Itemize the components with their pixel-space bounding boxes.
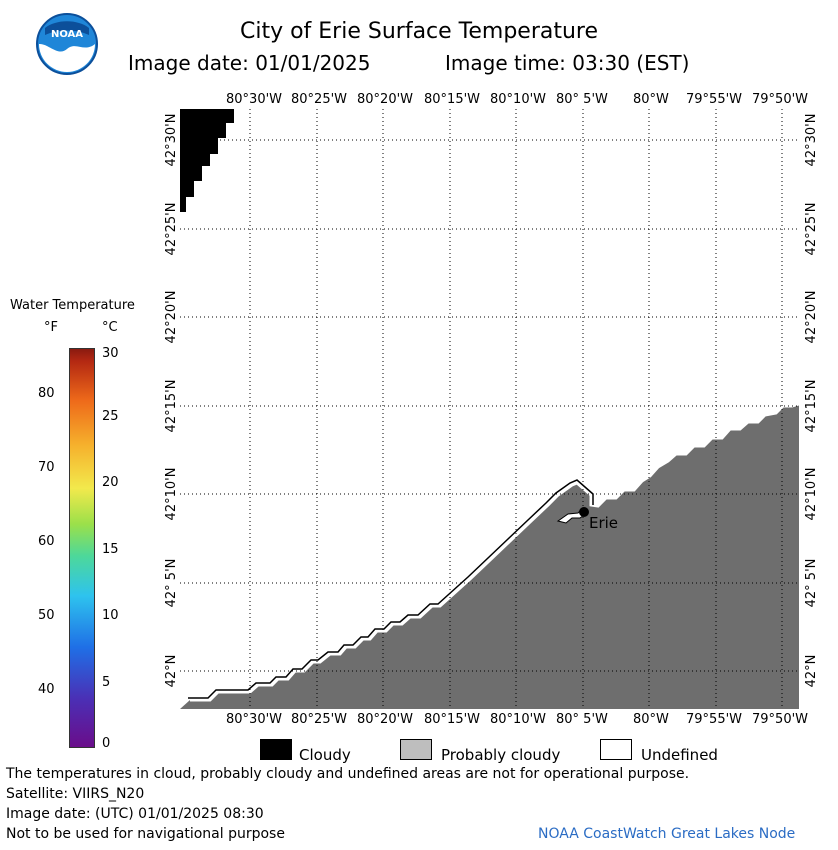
legend-f-tick: 70 <box>38 460 55 475</box>
graticule <box>180 109 799 709</box>
lat-label-left: 42°25'N <box>164 203 179 256</box>
lon-label-bottom: 80°10'W <box>490 712 547 727</box>
city-label-erie: Erie <box>589 514 618 532</box>
legend-c-tick: 0 <box>102 736 111 751</box>
lon-label-top: 80°W <box>633 92 669 107</box>
legend-f-tick: 40 <box>38 682 55 697</box>
cloud-area <box>180 109 234 212</box>
lon-label-top: 80°25'W <box>291 92 348 107</box>
lat-label-right: 42°10'N <box>804 468 819 521</box>
legend-f-tick: 80 <box>38 386 55 401</box>
coastline-outline <box>188 479 594 699</box>
lat-label-left: 42°30'N <box>164 114 179 167</box>
legend-f-tick: 60 <box>38 534 55 549</box>
lat-label-right: 42°25'N <box>804 203 819 256</box>
map-frame: Erie <box>180 109 799 709</box>
coastline <box>190 402 799 702</box>
lat-label-right: 42°20'N <box>804 291 819 344</box>
key-label-probably-cloudy: Probably cloudy <box>441 746 561 764</box>
lon-label-top: 79°55'W <box>686 92 743 107</box>
legend-unit-c: °C <box>102 320 118 335</box>
lat-label-left: 42°N <box>164 655 179 688</box>
noaa-logo: NOAA <box>36 13 98 75</box>
lon-label-bottom: 79°55'W <box>686 712 743 727</box>
lon-label-bottom: 80° 5'W <box>556 712 608 727</box>
legend-c-tick: 5 <box>102 675 111 690</box>
legend-f-tick: 50 <box>38 608 55 623</box>
lon-label-bottom: 80°W <box>633 712 669 727</box>
lon-label-top: 80°30'W <box>226 92 283 107</box>
image-date: Image date: 01/01/2025 <box>128 51 371 75</box>
lat-label-right: 42° 5'N <box>804 559 819 608</box>
lon-label-top: 80°20'W <box>357 92 414 107</box>
legend-c-tick: 20 <box>102 475 119 490</box>
lon-label-top: 79°50'W <box>752 92 809 107</box>
logo-text: NOAA <box>51 29 83 40</box>
credit-text: NOAA CoastWatch Great Lakes Node <box>538 826 796 842</box>
key-swatch-cloudy <box>260 739 292 760</box>
lat-label-left: 42°15'N <box>164 380 179 433</box>
page-title: City of Erie Surface Temperature <box>239 19 599 44</box>
lon-label-bottom: 80°30'W <box>226 712 283 727</box>
lon-label-top: 80°15'W <box>424 92 481 107</box>
legend-title: Water Temperature <box>10 298 135 313</box>
utc-date-text: Image date: (UTC) 01/01/2025 08:30 <box>6 806 264 822</box>
key-swatch-undefined <box>600 739 632 760</box>
erie-marker <box>579 507 589 517</box>
lat-label-left: 42°20'N <box>164 291 179 344</box>
lon-label-top: 80°10'W <box>490 92 547 107</box>
key-label-cloudy: Cloudy <box>299 746 351 764</box>
lon-label-bottom: 80°25'W <box>291 712 348 727</box>
legend-c-tick: 15 <box>102 542 119 557</box>
legend-c-tick: 30 <box>102 346 119 361</box>
lat-labels-right: 42°30'N 42°25'N 42°20'N 42°15'N 42°10'N … <box>804 114 819 688</box>
lon-label-top: 80° 5'W <box>556 92 608 107</box>
lat-label-left: 42°10'N <box>164 468 179 521</box>
satellite-text: Satellite: VIIRS_N20 <box>6 786 145 802</box>
lon-label-bottom: 79°50'W <box>752 712 809 727</box>
lat-label-right: 42°15'N <box>804 380 819 433</box>
lat-label-left: 42° 5'N <box>164 559 179 608</box>
legend-c-tick: 10 <box>102 608 119 623</box>
key-swatch-probably-cloudy <box>400 739 432 760</box>
legend-unit-f: °F <box>44 320 58 335</box>
lon-label-bottom: 80°20'W <box>357 712 414 727</box>
lat-label-right: 42°N <box>804 655 819 688</box>
color-scale-bar <box>69 348 95 748</box>
lat-label-right: 42°30'N <box>804 114 819 167</box>
lon-label-bottom: 80°15'W <box>424 712 481 727</box>
lat-labels-left: 42°30'N 42°25'N 42°20'N 42°15'N 42°10'N … <box>164 114 179 688</box>
nav-warning-text: Not to be used for navigational purpose <box>6 826 285 842</box>
image-time: Image time: 03:30 (EST) <box>445 51 690 75</box>
legend-c-tick: 25 <box>102 409 119 424</box>
disclaimer-text: The temperatures in cloud, probably clou… <box>6 766 690 782</box>
key-label-undefined: Undefined <box>641 746 718 764</box>
